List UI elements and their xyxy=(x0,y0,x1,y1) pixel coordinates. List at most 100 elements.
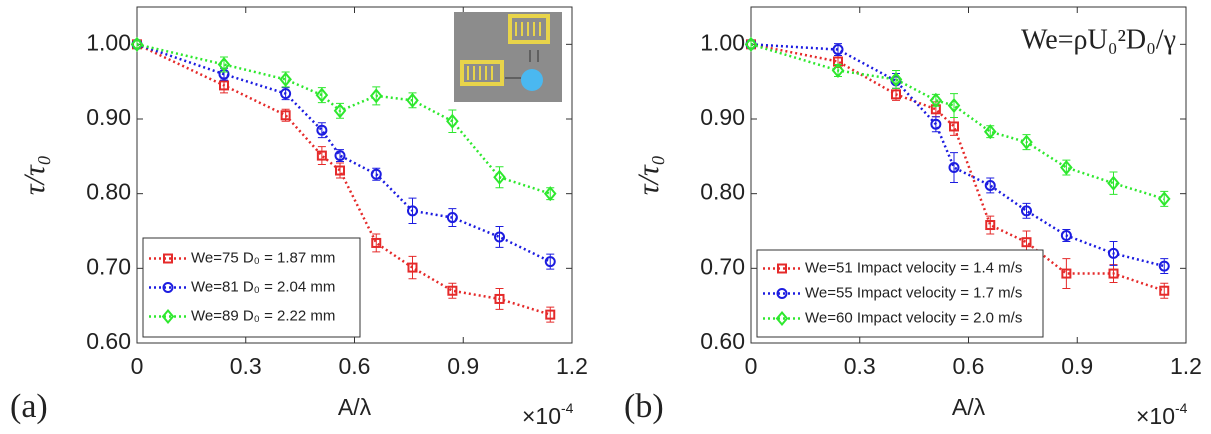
x-multiplier-base: ×10 xyxy=(1136,403,1175,429)
error-bar xyxy=(372,233,381,253)
marker xyxy=(446,113,459,129)
legend-marker xyxy=(775,310,789,327)
marker xyxy=(948,162,960,174)
series-line xyxy=(750,43,1165,201)
marker xyxy=(1108,247,1119,259)
legend-label: We=55 Impact velocity = 1.7 m/s xyxy=(805,284,1022,301)
annotation: We=ρU₀²D₀/γ xyxy=(1021,24,1176,55)
marker xyxy=(333,103,347,119)
marker xyxy=(544,256,556,268)
error-bar xyxy=(1109,240,1118,266)
marker xyxy=(494,293,505,304)
y-tick-label: 0.70 xyxy=(86,253,131,279)
marker xyxy=(370,168,382,180)
marker xyxy=(832,44,844,56)
marker xyxy=(1108,268,1119,279)
marker xyxy=(316,150,327,161)
marker xyxy=(545,309,556,320)
inset-image xyxy=(454,12,562,102)
marker xyxy=(217,56,231,73)
marker xyxy=(1020,134,1033,150)
x-tick-label: 1.2 xyxy=(556,353,588,379)
marker xyxy=(371,237,382,248)
marker xyxy=(446,212,458,224)
marker xyxy=(407,262,418,273)
x-multiplier-exponent: -4 xyxy=(1175,400,1188,416)
error-bar xyxy=(448,208,457,228)
x-tick-label: 0.6 xyxy=(339,353,371,379)
marker xyxy=(1158,260,1170,272)
x-tick-label: 1.2 xyxy=(1170,353,1202,379)
y-tick-label: 0.60 xyxy=(700,328,745,354)
x-tick-label: 0.6 xyxy=(953,353,985,379)
y-axis-label: τ/τ₀ xyxy=(18,155,51,195)
marker xyxy=(947,97,961,114)
series-line xyxy=(136,43,551,316)
series-line xyxy=(750,43,1165,292)
marker xyxy=(929,92,943,108)
x-tick-label: 0 xyxy=(131,353,144,379)
error-bar xyxy=(950,93,958,119)
marker xyxy=(494,231,505,243)
marker xyxy=(406,92,419,108)
marker xyxy=(316,124,328,136)
legend-marker xyxy=(161,308,175,325)
marker xyxy=(985,220,996,231)
legend-label: We=51 Impact velocity = 1.4 m/s xyxy=(805,259,1022,276)
y-axis-label: τ/τ₀ xyxy=(632,155,665,195)
error-bar xyxy=(336,162,344,179)
marker xyxy=(369,88,383,104)
x-tick-label: 0.9 xyxy=(447,353,479,379)
x-tick-label: 0.9 xyxy=(1061,353,1093,379)
marker xyxy=(334,150,346,162)
marker xyxy=(949,121,959,132)
error-bar xyxy=(1062,258,1071,289)
y-tick-label: 0.80 xyxy=(700,179,745,205)
marker xyxy=(1157,191,1171,207)
marker xyxy=(279,71,292,87)
marker xyxy=(315,87,329,103)
marker xyxy=(1107,175,1120,191)
y-tick-label: 0.90 xyxy=(86,104,131,130)
legend-label: We=60 Impact velocity = 2.0 m/s xyxy=(805,309,1022,326)
marker xyxy=(930,118,942,130)
y-tick-label: 0.80 xyxy=(86,179,131,205)
marker xyxy=(1159,285,1170,296)
error-bar xyxy=(986,215,995,235)
legend-label: We=75 D₀ = 1.87 mm xyxy=(191,249,335,266)
x-tick-label: 0.3 xyxy=(230,353,262,379)
marker xyxy=(280,110,291,121)
y-tick-label: 1.00 xyxy=(700,29,745,55)
marker xyxy=(1060,229,1072,241)
series-line xyxy=(750,43,1165,268)
marker xyxy=(983,124,997,140)
legend-marker xyxy=(162,282,174,293)
x-multiplier: ×10-4 xyxy=(522,400,574,429)
legend-box xyxy=(756,249,1044,338)
x-multiplier-base: ×10 xyxy=(522,403,561,429)
y-tick-label: 0.60 xyxy=(86,328,131,354)
marker xyxy=(984,179,996,191)
marker xyxy=(493,169,506,185)
error-bar xyxy=(495,287,504,310)
marker xyxy=(407,205,418,217)
x-axis-label: A/λ xyxy=(952,394,986,420)
panel-label: (b) xyxy=(624,388,664,425)
x-multiplier: ×10-4 xyxy=(1136,400,1188,429)
marker xyxy=(280,88,292,100)
error-bar xyxy=(950,152,958,183)
legend-marker xyxy=(777,263,787,274)
marker xyxy=(335,165,345,176)
legend-marker xyxy=(776,288,788,299)
panel-label: (a) xyxy=(10,388,48,425)
x-tick-label: 0.3 xyxy=(844,353,876,379)
x-axis-label: A/λ xyxy=(338,394,372,420)
x-multiplier-exponent: -4 xyxy=(561,400,574,416)
marker xyxy=(891,89,901,100)
marker xyxy=(219,80,229,91)
error-bar xyxy=(1109,264,1118,284)
legend-label: We=89 D₀ = 2.22 mm xyxy=(191,307,335,324)
y-tick-label: 0.90 xyxy=(700,104,745,130)
marker xyxy=(831,62,845,79)
